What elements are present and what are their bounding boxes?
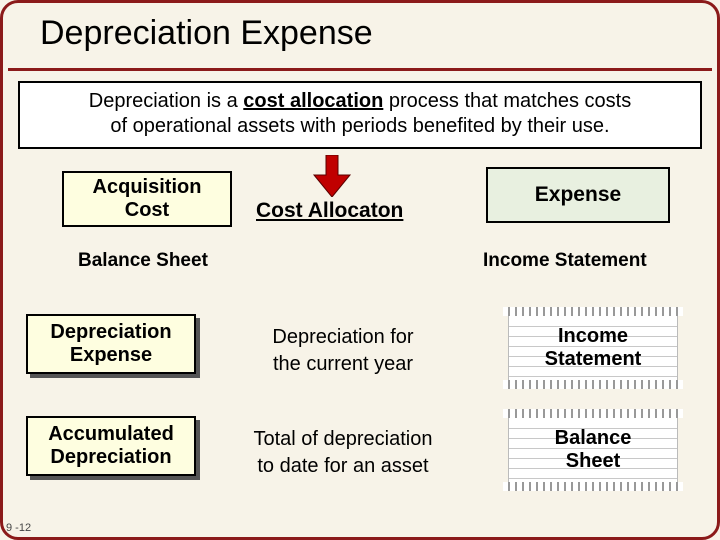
definition-box: Depreciation is a cost allocation proces… (18, 81, 702, 149)
acquisition-cost-text: Acquisition Cost (93, 176, 202, 222)
acquisition-cost-box: Acquisition Cost (62, 171, 232, 227)
definition-line1: Depreciation is a cost allocation proces… (30, 89, 690, 114)
balance-sheet-label: Balance Sheet (78, 250, 208, 272)
page-number: 9 -12 (6, 522, 31, 534)
expense-box: Expense (486, 167, 670, 223)
depreciation-current-year-text: Depreciation for the current year (228, 324, 458, 378)
total-depreciation-text: Total of depreciation to date for an ass… (228, 426, 458, 480)
accumulated-depreciation-text: Accumulated Depreciation (48, 423, 174, 469)
balance-sheet-paper-text: Balance Sheet (509, 414, 677, 486)
income-statement-paper: Income Statement (508, 312, 678, 384)
def-underlined: cost allocation (243, 90, 383, 112)
definition-line2: of operational assets with periods benef… (30, 114, 690, 139)
expense-text: Expense (535, 183, 621, 207)
income-statement-label: Income Statement (483, 250, 647, 272)
flow-row: Acquisition Cost Cost Allocaton Expense (0, 153, 720, 243)
cost-allocation-label: Cost Allocaton (256, 199, 403, 223)
depreciation-expense-box: Depreciation Expense (26, 314, 196, 374)
def-suffix: process that matches costs (383, 90, 631, 112)
row-depreciation-expense: Depreciation Expense Depreciation for th… (0, 314, 720, 392)
row-accumulated-depreciation: Accumulated Depreciation Total of deprec… (0, 416, 720, 494)
def-prefix: Depreciation is a (89, 90, 244, 112)
depreciation-expense-text: Depreciation Expense (50, 321, 171, 367)
accumulated-depreciation-box: Accumulated Depreciation (26, 416, 196, 476)
down-arrow-icon (312, 155, 352, 197)
slide-title: Depreciation Expense (0, 0, 720, 59)
balance-sheet-paper: Balance Sheet (508, 414, 678, 486)
title-underline (8, 68, 712, 71)
income-statement-paper-text: Income Statement (509, 312, 677, 384)
